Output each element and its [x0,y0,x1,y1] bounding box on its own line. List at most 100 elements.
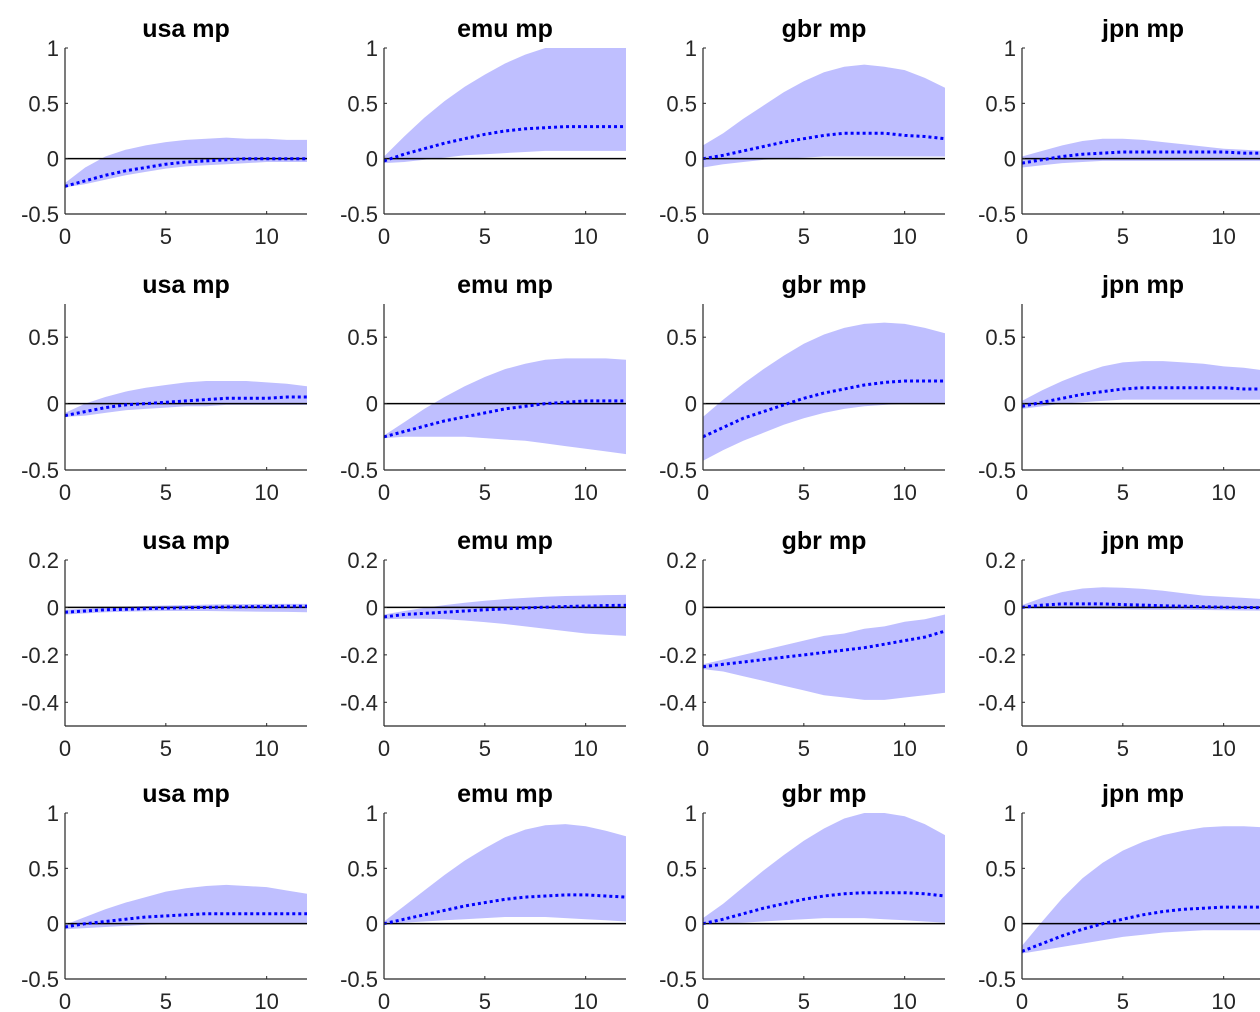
y-tick-label: 0 [685,595,697,620]
x-tick-label: 0 [697,736,709,761]
y-tick-label: 0 [366,392,378,417]
y-tick-label: 0.5 [347,856,378,881]
median-response-line [64,395,307,418]
y-tick-label: 0 [47,147,59,172]
subplot-title: usa mp [142,271,230,299]
subplot-12: -0.4 -0.2 0 0.2 0 5 10 jpn mp [978,527,1260,761]
y-tick-label: 1 [366,36,378,61]
x-tick-label: 10 [573,989,597,1012]
confidence-band [1022,587,1260,611]
confidence-band [1022,826,1260,954]
confidence-band [384,48,626,164]
x-tick-label: 0 [697,480,709,505]
subplot-title: usa mp [142,15,230,43]
median-response-line [383,893,627,926]
y-tick-label: 1 [1004,801,1016,826]
y-tick-label: -0.5 [21,202,59,227]
y-tick-label: -0.4 [978,690,1016,715]
confidence-band [703,813,945,924]
x-tick-label: 0 [1016,736,1028,761]
x-tick-label: 5 [798,224,810,249]
y-tick-label: -0.5 [978,967,1016,992]
x-tick-label: 10 [892,736,916,761]
x-tick-label: 10 [892,224,916,249]
y-tick-label: 0.2 [347,548,378,573]
y-tick-label: 1 [685,36,697,61]
x-tick-label: 5 [1117,224,1129,249]
subplot-title: gbr mp [782,271,867,299]
confidence-band [384,594,626,636]
y-tick-label: 0 [47,912,59,937]
subplot-title: gbr mp [782,780,867,808]
y-tick-label: -0.2 [21,643,59,668]
subplot-title: gbr mp [782,527,867,555]
x-tick-label: 0 [59,736,71,761]
x-tick-label: 5 [798,480,810,505]
y-tick-label: -0.5 [659,967,697,992]
median-response-line [64,912,307,929]
y-tick-label: 0 [685,147,697,172]
y-tick-label: 0.5 [347,325,378,350]
x-tick-label: 0 [59,224,71,249]
y-tick-label: -0.2 [659,643,697,668]
x-tick-label: 5 [479,989,491,1012]
y-tick-label: 0 [366,147,378,172]
y-tick-label: 0 [1004,147,1016,172]
y-tick-label: 1 [47,36,59,61]
y-tick-label: 0 [685,392,697,417]
median-response-line [383,125,626,163]
x-tick-label: 10 [1211,736,1235,761]
median-response-line [702,131,946,161]
y-tick-label: 0.5 [985,91,1016,116]
x-tick-label: 0 [59,480,71,505]
y-tick-label: -0.4 [340,690,378,715]
x-tick-label: 10 [573,480,597,505]
y-tick-label: 0 [47,392,59,417]
y-tick-label: -0.2 [340,643,378,668]
confidence-band [384,824,626,924]
median-response-line [702,891,946,926]
y-tick-label: 0.5 [985,325,1016,350]
y-tick-label: 0.5 [28,91,59,116]
subplot-title: emu mp [457,527,553,555]
subplot-title: gbr mp [782,15,867,43]
confidence-band [1022,138,1260,168]
median-response-line [1021,905,1260,953]
x-tick-label: 10 [254,989,278,1012]
y-tick-label: 0.5 [666,856,697,881]
y-tick-label: 0.5 [347,91,378,116]
y-tick-label: 0 [1004,595,1016,620]
x-tick-label: 10 [1211,989,1235,1012]
y-tick-label: -0.5 [659,458,697,483]
x-tick-label: 5 [160,480,172,505]
y-tick-label: 0.5 [28,325,59,350]
y-tick-label: 1 [366,801,378,826]
subplot-title: jpn mp [1101,780,1184,808]
x-tick-label: 5 [479,224,491,249]
confidence-band [703,64,945,168]
median-response-line [64,157,307,188]
y-tick-label: 0.5 [666,325,697,350]
x-tick-label: 0 [697,989,709,1012]
y-tick-label: 0 [47,595,59,620]
x-tick-label: 10 [254,224,278,249]
x-tick-label: 10 [254,736,278,761]
y-tick-label: -0.5 [978,202,1016,227]
median-response-line [1021,602,1260,610]
y-tick-label: 0 [366,912,378,937]
subplot-title: jpn mp [1101,527,1184,555]
confidence-band [65,381,307,417]
confidence-band [384,358,626,455]
x-tick-label: 0 [378,989,390,1012]
x-tick-label: 0 [1016,989,1028,1012]
x-tick-label: 0 [1016,480,1028,505]
subplot-title: usa mp [142,527,230,555]
